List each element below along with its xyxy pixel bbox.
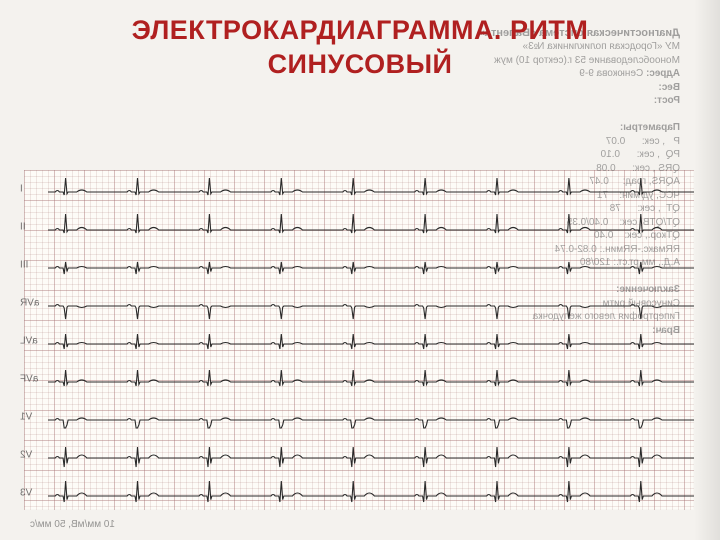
meta-ad: А.Д., мм.рт.ст.: 120/80 <box>580 257 680 268</box>
page-edge-shadow <box>694 0 720 540</box>
lead-row-V3: V3 <box>24 474 694 512</box>
lead-label: V1 <box>20 412 46 423</box>
lead-trace <box>48 436 694 474</box>
ecg-calibration-note: 10 мм/мВ, 50 мм/с <box>30 519 115 530</box>
lead-label: I <box>20 184 46 195</box>
lead-trace <box>48 474 694 512</box>
title-line-2: СИНУСОВЫЙ <box>268 49 453 79</box>
meta-conclusion-2: Гипертрофия левого желудочка <box>533 311 680 322</box>
meta-qrs: QRS , сек: 0.08 <box>596 163 680 174</box>
lead-label: aVR <box>20 298 46 309</box>
meta-hr: ЧСС, уд/мин: 71 <box>597 190 680 201</box>
meta-params-label: Параметры: <box>620 122 680 133</box>
lead-label: aVF <box>20 374 46 385</box>
meta-conclusion-1: Синусовый ритм <box>603 298 680 309</box>
lead-label: V3 <box>20 488 46 499</box>
lead-trace <box>48 398 694 436</box>
meta-weight: Вес: <box>658 82 680 93</box>
meta-qtcor: QTкор., сек: 0.40 <box>594 230 680 241</box>
lead-label: V2 <box>20 450 46 461</box>
lead-trace <box>48 360 694 398</box>
meta-height: Рост: <box>654 95 680 106</box>
slide-root: ЭЛЕКТРОКАРДИАГРАММА. РИТМ СИНУСОВЫЙ Диаг… <box>0 0 720 540</box>
meta-qt: QT , сек: 78 <box>610 203 680 214</box>
meta-doctor: Врач: <box>652 325 680 336</box>
lead-label: II <box>20 222 46 233</box>
lead-label: III <box>20 260 46 271</box>
title-line-1: ЭЛЕКТРОКАРДИАГРАММА. РИТМ <box>132 15 589 45</box>
meta-qtqtb: QT/QTB, сек: 0.40/0.35 <box>567 217 680 228</box>
lead-row-V2: V2 <box>24 436 694 474</box>
slide-title: ЭЛЕКТРОКАРДИАГРАММА. РИТМ СИНУСОВЫЙ <box>0 14 720 82</box>
meta-aqrs: AQRS, град: 0.47 <box>589 176 680 187</box>
meta-pq: PQ , сек: 0.10 <box>601 149 680 160</box>
lead-row-aVF: aVF <box>24 360 694 398</box>
lead-row-V1: V1 <box>24 398 694 436</box>
meta-conclusion-label: Заключение: <box>616 284 680 295</box>
meta-p: P , сек: 0.07 <box>606 136 680 147</box>
meta-rr: RRмакс.-RRмин.: 0.82-0.74 <box>555 244 681 255</box>
lead-label: aVL <box>20 336 46 347</box>
